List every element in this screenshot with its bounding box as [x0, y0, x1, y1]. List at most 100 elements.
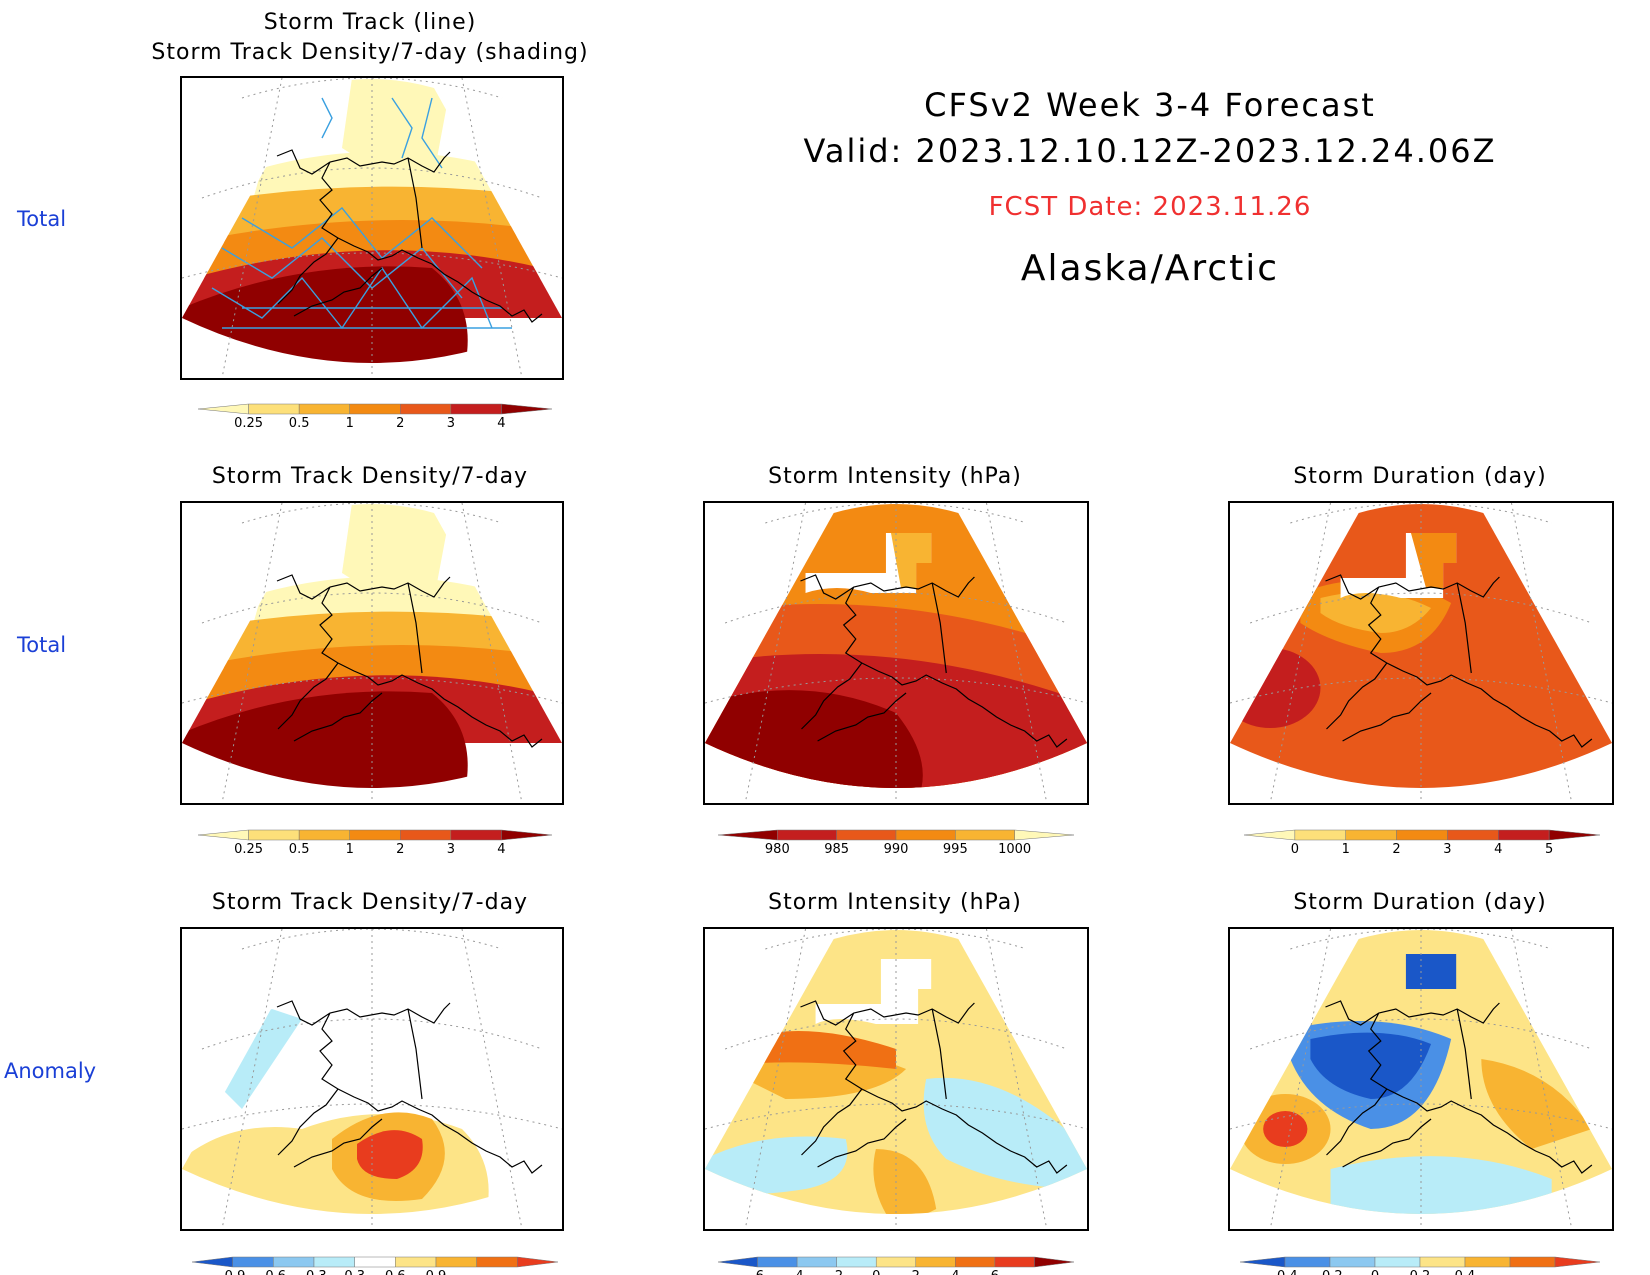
intensity-swatch-2 [836, 829, 897, 841]
density-swatch-0 [197, 403, 249, 415]
density-swatch-2 [298, 829, 350, 841]
duration-tick-2: 2 [1392, 842, 1400, 857]
intensity-swatch-4 [955, 829, 1015, 841]
map-svg-1 [182, 78, 562, 378]
danom-pos3 [1481, 1059, 1592, 1149]
map-svg-3 [705, 503, 1087, 803]
dur-north-patch [1410, 533, 1457, 588]
duration-tick-3: 3 [1443, 842, 1451, 857]
dur-center [1320, 592, 1432, 633]
density-swatch-5 [450, 829, 502, 841]
anom-pos3 [357, 1130, 423, 1179]
intensity_anom-swatch-4 [875, 1256, 917, 1268]
density-tick-4: 3 [447, 416, 455, 431]
ianom-neg1 [705, 1136, 848, 1194]
colorbar-duration-anom: -0.4 -0.2 0 0.2 0.4 [1218, 1255, 1622, 1275]
density-swatch-4 [400, 829, 452, 841]
panel7-title: Storm Duration (day) [1293, 890, 1547, 915]
coastline [800, 574, 1068, 748]
duration_anom-swatch-6 [1509, 1256, 1556, 1268]
coastline [276, 149, 543, 323]
ianom-missing [815, 959, 932, 1024]
panel3-title: Storm Intensity (hPa) [768, 464, 1022, 489]
density-swatch-2 [298, 403, 350, 415]
intensity_anom-swatch-0 [717, 1256, 758, 1268]
duration_anom-swatch-7 [1554, 1256, 1601, 1268]
density-tick-5: 4 [497, 416, 505, 431]
duration-tick-4: 4 [1494, 842, 1502, 857]
density_anom-swatch-7 [476, 1256, 518, 1268]
duration_anom-tick-3: 0.2 [1410, 1269, 1431, 1275]
ianom-pos3 [873, 1149, 937, 1214]
map-svg-4 [1230, 503, 1612, 803]
graticule [182, 929, 562, 1229]
intensity_anom-tick-6: 6 [991, 1269, 999, 1275]
int-north-patch [890, 533, 932, 588]
duration_anom-swatch-5 [1464, 1256, 1511, 1268]
map-panel-1 [180, 76, 564, 380]
duration-tick-5: 5 [1545, 842, 1553, 857]
intensity_anom-tick-1: -4 [791, 1269, 804, 1275]
panel5-title: Storm Track Density/7-day [211, 890, 529, 915]
duration-swatch-6 [1548, 829, 1601, 841]
density_anom-tick-4: 0.6 [385, 1269, 406, 1275]
danom-north [1405, 954, 1457, 989]
duration-swatch-3 [1396, 829, 1448, 841]
density_anom-tick-2: -0.3 [301, 1269, 326, 1275]
intensity_anom-tick-4: 2 [912, 1269, 920, 1275]
shaded-field [182, 504, 562, 788]
map-panel-3 [703, 501, 1089, 805]
density-north-low [342, 79, 452, 173]
density-swatch-5 [450, 403, 502, 415]
density-swatch-6 [501, 829, 553, 841]
density-tick-2: 1 [346, 416, 354, 431]
density-north-low [342, 504, 452, 598]
density-swatch-6 [501, 403, 553, 415]
coastline [276, 1000, 543, 1174]
density-swatch-1 [248, 403, 300, 415]
density_anom-swatch-5 [395, 1256, 437, 1268]
fcst-date: FCST Date: 2023.11.26 [988, 192, 1312, 222]
panel1-title-line2: Storm Track Density/7-day (shading) [151, 40, 589, 65]
intensity_anom-swatch-5 [915, 1256, 956, 1268]
intensity_anom-tick-2: -2 [830, 1269, 843, 1275]
row-label-anomaly: Anomaly [4, 1059, 97, 1083]
density-tick-1: 0.5 [289, 842, 310, 857]
intensity-tick-4: 1000 [998, 842, 1031, 857]
graticule [705, 503, 1087, 803]
coastline [1325, 1000, 1593, 1174]
intensity-swatch-5 [1014, 829, 1075, 841]
intensity_anom-swatch-3 [836, 1256, 877, 1268]
density_anom-swatch-1 [232, 1256, 274, 1268]
forecast-title: CFSv2 Week 3-4 Forecast [924, 86, 1376, 124]
duration_anom-swatch-2 [1329, 1256, 1376, 1268]
danom-neg2 [1310, 1032, 1432, 1099]
density-tick-3: 2 [396, 842, 404, 857]
duration_anom-tick-1: -0.2 [1317, 1269, 1342, 1275]
density-swatch-3 [349, 829, 401, 841]
panel1-title-line1: Storm Track (line) [263, 10, 477, 35]
valid-period: Valid: 2023.12.10.12Z-2023.12.24.06Z [803, 132, 1497, 170]
intensity_anom-swatch-1 [757, 1256, 798, 1268]
panel2-title: Storm Track Density/7-day [211, 464, 529, 489]
duration-swatch-0 [1243, 829, 1296, 841]
intensity_anom-swatch-2 [796, 1256, 837, 1268]
coastline [1325, 574, 1593, 748]
map-svg-2 [182, 503, 562, 803]
density_anom-swatch-4 [354, 1256, 396, 1268]
intensity_anom-tick-3: 0 [872, 1269, 880, 1275]
intensity-swatch-3 [895, 829, 956, 841]
graticule [182, 503, 562, 803]
intensity_anom-swatch-7 [994, 1256, 1035, 1268]
map-panel-6 [703, 927, 1089, 1231]
density-tick-3: 2 [396, 416, 404, 431]
density-tick-1: 0.5 [289, 416, 310, 431]
duration_anom-tick-4: 0.4 [1455, 1269, 1476, 1275]
map-panel-5 [180, 927, 564, 1231]
duration-swatch-1 [1294, 829, 1346, 841]
map-svg-7 [1230, 929, 1612, 1229]
map-svg-6 [705, 929, 1087, 1229]
density-swatch-4 [400, 403, 452, 415]
density-swatch-3 [349, 403, 401, 415]
duration-swatch-4 [1447, 829, 1499, 841]
